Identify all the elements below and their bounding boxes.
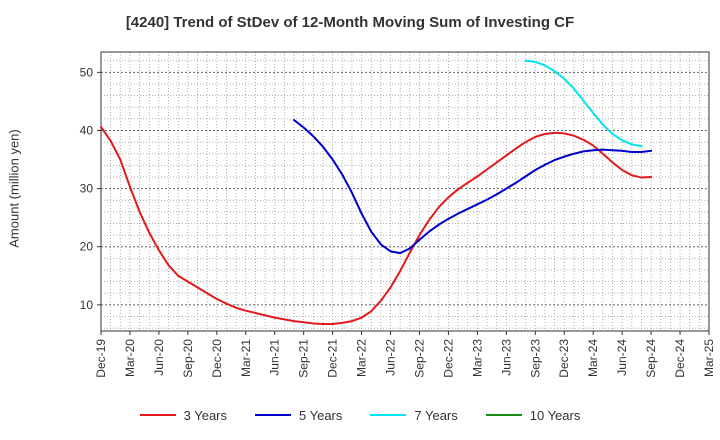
x-tick-label: Dec-21: [326, 339, 340, 378]
x-tick-label: Dec-23: [557, 339, 571, 378]
y-tick-label: 50: [80, 65, 94, 79]
legend-swatch: [370, 414, 407, 416]
x-tick-label: Mar-21: [239, 339, 253, 377]
x-tick-label: Mar-23: [470, 339, 484, 377]
x-tick-label: Mar-22: [355, 339, 369, 377]
legend-label: 7 Years: [414, 407, 458, 423]
horizontal-gridlines: [101, 60, 709, 329]
x-tick-label: Sep-20: [181, 339, 195, 378]
y-tick-label: 40: [80, 123, 94, 137]
y-tick-label: 10: [80, 298, 94, 312]
x-tick-label: Dec-22: [441, 339, 455, 378]
series-line-5-years: [293, 119, 653, 255]
x-tick-label: Sep-24: [644, 339, 658, 378]
chart-title: [4240] Trend of StDev of 12-Month Moving…: [125, 14, 575, 31]
legend-label: 3 Years: [183, 407, 227, 423]
x-tick-label: Sep-22: [412, 339, 426, 378]
x-tick-label: Mar-25: [702, 339, 716, 377]
legend-item: 3 Years: [139, 405, 227, 425]
x-tick-label: Dec-19: [94, 339, 108, 378]
series-line-3-years: [100, 125, 653, 326]
legend-item: 10 Years: [485, 405, 581, 425]
x-tick-label: Jun-20: [152, 339, 166, 376]
x-tick-label: Jun-21: [268, 339, 282, 376]
legend-swatch: [255, 414, 291, 416]
legend-swatch: [139, 414, 176, 416]
x-tick-label: Dec-24: [673, 339, 687, 378]
plot-background: [101, 52, 709, 331]
x-tick-label: Mar-20: [123, 339, 137, 377]
y-tick-label: 20: [80, 240, 94, 254]
x-tick-label: Sep-23: [528, 339, 542, 378]
x-tick-label: Dec-20: [210, 339, 224, 378]
x-tick-label: Jun-23: [499, 339, 513, 376]
series-line-7-years: [524, 59, 643, 148]
x-tick-label: Jun-24: [615, 339, 629, 376]
legend-swatch: [485, 414, 522, 416]
x-tick-label: Sep-21: [297, 339, 311, 378]
plot-frame: [100, 51, 710, 332]
legend-item: 5 Years: [255, 405, 342, 425]
legend-label: 10 Years: [529, 407, 581, 423]
legend-item: 7 Years: [370, 405, 458, 425]
x-tick-label: Mar-24: [586, 339, 600, 377]
x-tick-label: Jun-22: [384, 339, 398, 376]
legend-label: 5 Years: [299, 407, 343, 423]
legend: 3 Years 5 Years 7 Years 10 Years: [0, 405, 720, 425]
y-tick-label: 30: [80, 182, 94, 196]
